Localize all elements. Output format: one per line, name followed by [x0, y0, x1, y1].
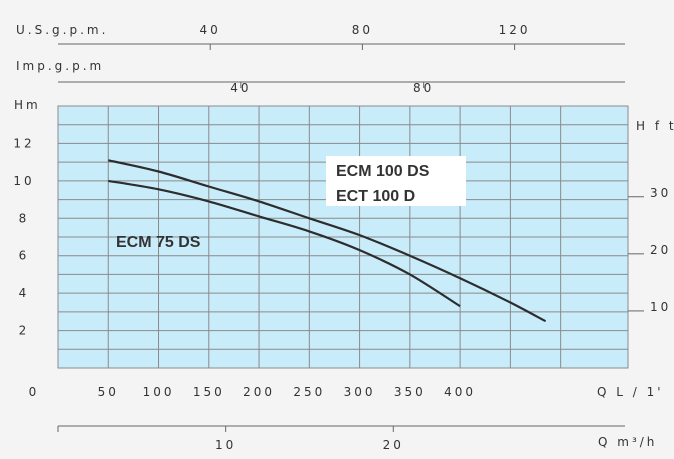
q-lmin-tick-label: 400 — [444, 385, 476, 399]
impgpm-tick-label: 80 — [413, 81, 434, 95]
hm-axis-label: Hm — [14, 98, 41, 112]
q-lmin-tick-label: 50 — [98, 385, 119, 399]
q-lmin-tick-label: 200 — [243, 385, 275, 399]
usgpm-tick-label: 40 — [200, 23, 221, 37]
hm-tick-label: 8 — [19, 211, 30, 225]
usgpm-tick-label: 80 — [352, 23, 373, 37]
q-lmin-tick-label: 100 — [143, 385, 175, 399]
q-origin-label: 0 — [29, 385, 40, 399]
impgpm-tick-label: 40 — [230, 81, 251, 95]
series-curve-2 — [108, 159, 547, 323]
hft-tick-label: 10 — [650, 300, 671, 314]
series-label: ECM 75 DS — [116, 234, 201, 251]
q-lmin-tick-label: 350 — [394, 385, 426, 399]
q-m3h-axis-label: Q m³/h — [598, 435, 657, 449]
usgpm-axis-label: U.S.g.p.m. — [16, 23, 108, 37]
hm-tick-label: 10 — [13, 174, 34, 188]
q-lmin-tick-label: 250 — [293, 385, 325, 399]
series-label: ECM 100 DS — [336, 163, 430, 180]
q-lmin-tick-label: 300 — [344, 385, 376, 399]
impgpm-axis-label: Imp.g.p.m — [16, 59, 104, 73]
hm-tick-label: 12 — [13, 136, 34, 150]
hft-tick-label: 30 — [650, 186, 671, 200]
hm-tick-label: 2 — [19, 324, 30, 338]
hft-tick-label: 20 — [650, 243, 671, 257]
series-label-background — [326, 156, 466, 206]
m3h-tick-label: 20 — [383, 438, 404, 452]
series-curve-1 — [108, 179, 461, 308]
m3h-tick-label: 10 — [215, 438, 236, 452]
usgpm-tick-label: 120 — [499, 23, 531, 37]
q-lmin-tick-label: 150 — [193, 385, 225, 399]
hm-tick-label: 4 — [19, 286, 30, 300]
q-lmin-axis-label: Q L / 1' — [597, 385, 664, 399]
hm-tick-label: 6 — [19, 249, 30, 263]
hft-axis-label: H f t — [636, 119, 674, 133]
series-label: ECT 100 D — [336, 188, 415, 205]
